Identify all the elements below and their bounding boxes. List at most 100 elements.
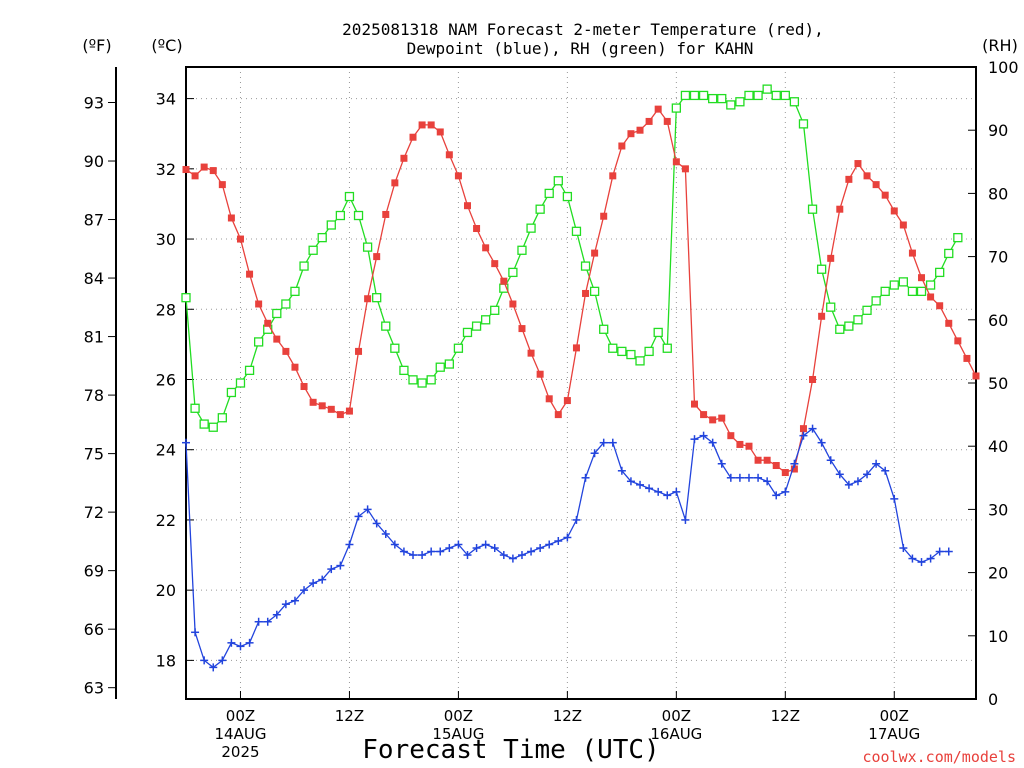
data-point xyxy=(282,347,290,355)
data-point xyxy=(536,370,544,378)
data-point xyxy=(689,90,700,101)
data-point xyxy=(718,414,726,422)
data-point xyxy=(609,172,617,180)
data-point xyxy=(344,191,355,202)
data-point xyxy=(836,205,844,213)
data-point xyxy=(636,126,644,134)
celsius-tick-label: 34 xyxy=(156,90,176,109)
data-point xyxy=(454,540,463,549)
data-point xyxy=(600,212,608,220)
data-point xyxy=(226,387,237,398)
data-point xyxy=(399,365,409,376)
data-point xyxy=(354,512,363,521)
data-point xyxy=(444,359,454,369)
x-tick-label: 15AUG xyxy=(432,725,484,743)
data-point xyxy=(890,207,898,215)
data-point xyxy=(381,529,390,538)
rh-tick-label: 50 xyxy=(988,374,1008,393)
data-point xyxy=(181,293,191,303)
data-point xyxy=(409,133,417,141)
x-tick-label: 2025 xyxy=(221,743,259,761)
x-tick-label: 17AUG xyxy=(868,725,920,743)
data-point xyxy=(681,165,689,173)
data-point xyxy=(944,248,954,259)
data-point xyxy=(853,477,862,486)
data-point xyxy=(554,537,563,545)
data-point xyxy=(345,540,354,549)
data-point xyxy=(681,515,690,524)
data-point xyxy=(917,558,926,567)
data-point xyxy=(863,172,871,180)
data-point xyxy=(790,459,799,468)
data-point xyxy=(199,419,209,429)
data-point xyxy=(772,462,780,470)
data-point xyxy=(355,347,363,355)
rh-tick-label: 20 xyxy=(988,564,1008,583)
data-point xyxy=(662,343,672,353)
rh-tick-label: 60 xyxy=(988,311,1008,330)
data-point xyxy=(582,289,590,297)
data-point xyxy=(935,547,944,556)
data-point xyxy=(726,473,735,482)
data-point xyxy=(300,586,309,595)
data-point xyxy=(182,166,190,174)
data-point xyxy=(918,274,926,282)
data-point xyxy=(690,435,699,444)
data-point xyxy=(953,232,963,243)
data-point xyxy=(907,286,918,297)
data-point xyxy=(789,97,800,107)
data-point xyxy=(373,253,381,261)
data-point xyxy=(863,470,872,479)
data-point xyxy=(191,172,199,180)
celsius-tick-label: 22 xyxy=(156,511,176,530)
data-point xyxy=(391,179,399,187)
celsius-tick-label: 28 xyxy=(156,300,176,319)
data-point xyxy=(462,327,473,338)
data-point xyxy=(281,299,291,309)
data-point xyxy=(862,305,872,315)
data-point xyxy=(345,407,353,415)
data-point xyxy=(381,321,391,331)
x-axis-title: Forecast Time (UTC) xyxy=(362,735,659,765)
fahrenheit-tick-label: 87 xyxy=(84,211,104,230)
data-point xyxy=(589,286,600,297)
data-point xyxy=(972,372,980,380)
fahrenheit-tick-label: 81 xyxy=(84,328,104,347)
data-point xyxy=(281,600,290,609)
data-point xyxy=(880,286,890,297)
data-point xyxy=(336,561,345,570)
data-point xyxy=(680,90,691,101)
data-point xyxy=(482,244,490,252)
fahrenheit-tick-label: 90 xyxy=(84,152,104,171)
data-point xyxy=(618,142,626,150)
data-point xyxy=(291,363,299,371)
data-point xyxy=(272,610,281,619)
data-point xyxy=(191,628,200,637)
celsius-tick-label: 30 xyxy=(156,230,176,249)
celsius-tick-label: 24 xyxy=(156,441,176,460)
data-point xyxy=(817,438,826,447)
data-point xyxy=(535,204,545,214)
data-point xyxy=(408,375,418,385)
data-point xyxy=(927,293,935,301)
fahrenheit-tick-label: 78 xyxy=(84,386,104,405)
data-point xyxy=(445,544,454,553)
rh-tick-label: 30 xyxy=(988,500,1008,519)
x-tick-label: 00Z xyxy=(226,707,255,725)
data-point xyxy=(708,438,717,447)
data-point xyxy=(182,438,190,447)
data-point xyxy=(255,300,263,308)
data-point xyxy=(635,356,645,366)
rh-tick-label: 10 xyxy=(988,627,1008,646)
data-point xyxy=(253,337,264,347)
data-point xyxy=(382,210,390,218)
data-point xyxy=(390,343,400,353)
data-point xyxy=(235,378,246,388)
data-point xyxy=(263,617,272,626)
data-point xyxy=(399,547,408,556)
data-point xyxy=(309,398,317,406)
data-point xyxy=(581,473,590,482)
data-point xyxy=(427,121,435,129)
data-point xyxy=(517,551,526,560)
